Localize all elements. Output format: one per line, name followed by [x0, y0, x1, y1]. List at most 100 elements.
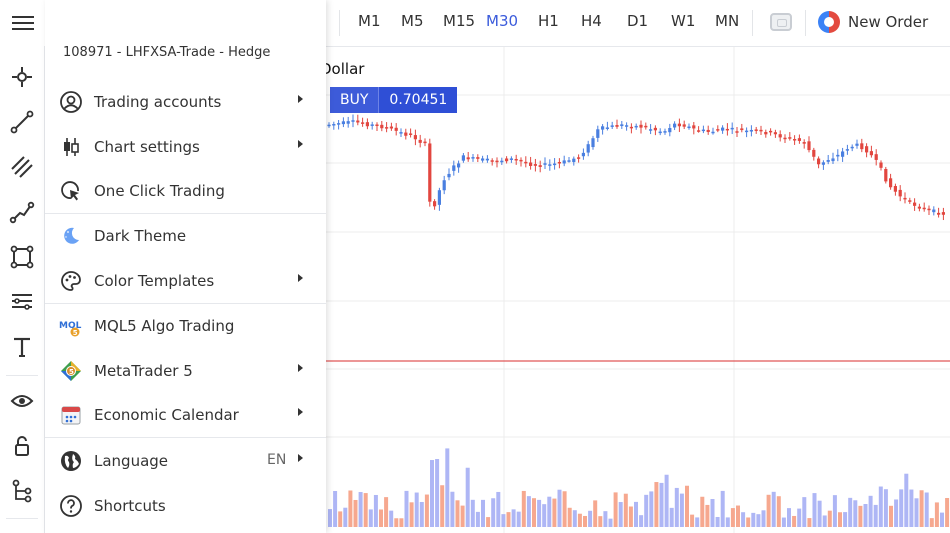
timeframe-mn[interactable]: MN	[715, 12, 740, 30]
menu-item-trading-accounts[interactable]: Trading accounts	[45, 80, 326, 124]
menu-item-economic-calendar[interactable]: Economic Calendar	[45, 393, 326, 437]
candle	[639, 124, 643, 128]
price-chart[interactable]	[326, 47, 950, 533]
volume-bar	[868, 495, 873, 527]
timeframe-h1[interactable]: H1	[538, 12, 559, 30]
help-circle-icon	[60, 495, 82, 517]
candle	[610, 125, 614, 127]
polyline-icon[interactable]	[9, 199, 35, 225]
channel-icon[interactable]	[9, 154, 35, 180]
volume-bar	[491, 498, 496, 527]
account-info: 108971 - LHFXSA-Trade - Hedge	[63, 45, 271, 60]
candle	[889, 178, 893, 188]
volume-bar	[557, 489, 562, 527]
text-icon[interactable]	[9, 334, 35, 360]
volume-bar	[506, 512, 511, 527]
volume-bar	[440, 485, 445, 527]
candle	[754, 129, 758, 131]
volume-bar	[904, 473, 909, 527]
volume-bar	[720, 490, 725, 527]
timeframe-m1[interactable]: M1	[358, 12, 381, 30]
new-order-button[interactable]: New Order	[818, 11, 928, 33]
submenu-arrow-icon	[298, 364, 303, 372]
volume-bar	[532, 498, 536, 527]
candle	[509, 158, 513, 160]
objects-tree-icon[interactable]	[9, 478, 35, 504]
volume-bar	[863, 504, 868, 527]
buy-button[interactable]: BUY 0.70451	[330, 87, 458, 113]
timeframe-m15[interactable]: M15	[443, 12, 476, 30]
candle	[879, 162, 883, 168]
candle	[351, 120, 355, 122]
candle	[941, 212, 945, 215]
menu-item-color-templates[interactable]: Color Templates	[45, 259, 326, 303]
candle	[865, 146, 869, 153]
volume-bar	[384, 497, 389, 527]
trend-line-icon[interactable]	[9, 109, 35, 135]
candle	[466, 157, 470, 160]
volume-bar	[730, 508, 735, 527]
candle	[490, 160, 494, 162]
volume-bar	[812, 493, 817, 527]
volume-bar	[761, 510, 766, 527]
candle	[346, 121, 350, 124]
menu-item-shortcuts[interactable]: Shortcuts	[45, 484, 326, 528]
menu-item-one-click-trading[interactable]: One Click Trading	[45, 169, 326, 213]
volume-bar	[741, 512, 746, 527]
volume-bar	[766, 494, 771, 527]
menu-item-language[interactable]: Language EN	[45, 439, 326, 483]
submenu-arrow-icon	[298, 140, 303, 148]
volume-bar	[853, 500, 858, 527]
volume-bar	[695, 517, 700, 527]
candle	[409, 133, 413, 135]
volume-bar	[649, 491, 654, 527]
volume-bar	[424, 494, 429, 527]
volume-bar	[700, 496, 705, 527]
volume-bar	[792, 515, 797, 527]
timeframe-w1[interactable]: W1	[671, 12, 696, 30]
candle	[586, 144, 590, 153]
candle	[778, 134, 782, 138]
volume-bar	[562, 491, 567, 527]
candle	[677, 123, 681, 127]
timeframe-h4[interactable]: H4	[581, 12, 602, 30]
one-click-trading-icon[interactable]	[770, 13, 792, 31]
timeframe-m5[interactable]: M5	[401, 12, 424, 30]
candle	[711, 131, 715, 134]
candle	[730, 127, 734, 130]
candle	[629, 126, 633, 129]
menu-item-chart-settings[interactable]: Chart settings	[45, 125, 326, 169]
mql5-logo-icon: MQL5	[59, 321, 82, 337]
candle	[404, 132, 408, 136]
volume-bar	[919, 490, 924, 527]
menu-item-metatrader-5[interactable]: 5 MetaTrader 5	[45, 349, 326, 393]
fibonacci-icon[interactable]	[9, 289, 35, 315]
candle	[605, 127, 609, 129]
shapes-icon[interactable]	[9, 244, 35, 270]
volume-bar	[608, 518, 613, 527]
menu-divider	[45, 303, 326, 304]
menu-item-dark-theme[interactable]: Dark Theme	[45, 214, 326, 258]
candle	[687, 126, 691, 129]
candle	[361, 122, 365, 124]
volume-bar	[679, 493, 684, 527]
lock-icon[interactable]	[9, 433, 35, 459]
candle	[332, 124, 336, 126]
volume-bar	[838, 512, 842, 527]
timeframe-m30[interactable]: M30	[486, 12, 519, 30]
cursor-click-icon	[61, 181, 79, 201]
menu-item-mql5-algo-trading[interactable]: MQL 5 MQL5 Algo Trading	[45, 304, 326, 348]
submenu-arrow-icon	[298, 95, 303, 103]
timeframe-d1[interactable]: D1	[627, 12, 649, 30]
candle	[596, 129, 600, 138]
candle	[850, 146, 854, 149]
menu-icon[interactable]	[12, 14, 34, 32]
candle	[337, 123, 341, 125]
candle	[500, 160, 504, 163]
eye-icon[interactable]	[9, 388, 35, 414]
volume-bar	[644, 494, 649, 527]
candle	[615, 125, 619, 127]
volume-bar	[572, 510, 577, 527]
menu-item-label: Economic Calendar	[94, 406, 239, 424]
crosshair-icon[interactable]	[9, 64, 35, 90]
